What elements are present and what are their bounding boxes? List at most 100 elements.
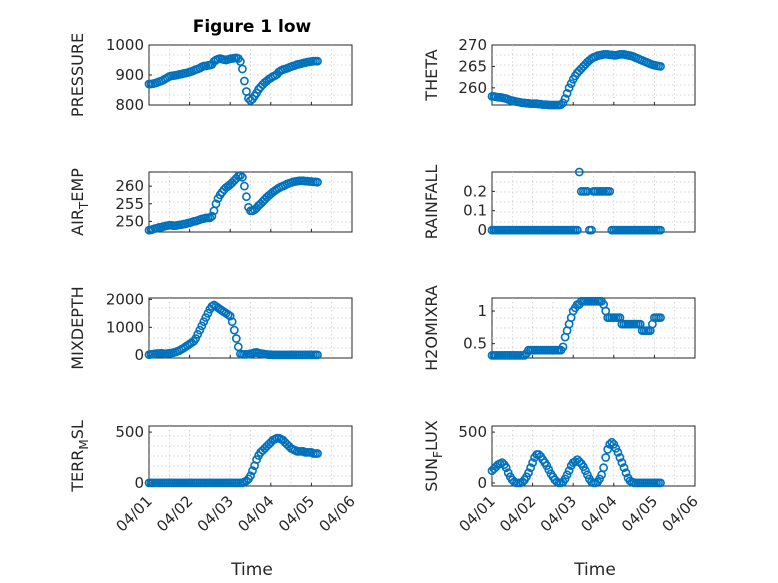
- data-point: [583, 186, 592, 196]
- x-tick-label: 04/01: [456, 492, 499, 535]
- y-tick-label: 0.1: [463, 202, 487, 220]
- data-point: [199, 317, 209, 327]
- y-tick-label: 255: [115, 195, 144, 213]
- y-axis-label-subscript: T: [77, 201, 91, 210]
- data-point: [197, 321, 207, 331]
- data-point: [599, 463, 608, 473]
- grid: [149, 172, 352, 232]
- data-point: [231, 334, 241, 343]
- y-axis-label: PRESSURE: [68, 33, 87, 117]
- markers: [487, 167, 665, 235]
- y-axis-label-subscript: M: [77, 439, 91, 449]
- y-tick-label: 0.5: [463, 335, 487, 353]
- grid: [149, 298, 352, 358]
- x-tick-label: 04/02: [496, 492, 539, 535]
- x-tick-label: 04/06: [316, 492, 359, 535]
- panel-h2omixra: 0.5 1 H2OMIXRA: [422, 285, 696, 371]
- y-axis-label-main: RAINFALL: [422, 165, 441, 240]
- y-axis-label: SUNFLUX: [422, 420, 445, 492]
- x-tick-label: 04/04: [234, 492, 277, 535]
- markers: [144, 53, 322, 105]
- y-axis-label: THETA: [422, 49, 441, 101]
- data-point: [225, 311, 235, 321]
- data-point: [195, 325, 205, 335]
- x-tick-label: 04/05: [618, 492, 661, 535]
- data-point: [587, 225, 596, 235]
- data-point: [229, 325, 239, 335]
- x-tick-label: 04/04: [577, 492, 620, 535]
- y-axis-label-suffix: LUX: [422, 420, 441, 451]
- data-point: [313, 56, 322, 66]
- data-point: [583, 470, 592, 480]
- data-point: [252, 455, 261, 464]
- y-axis-label-main: H2OMIXRA: [422, 285, 441, 371]
- data-point: [601, 453, 611, 462]
- y-tick-label: 1000: [106, 318, 144, 336]
- y-tick-label: 800: [115, 96, 144, 114]
- panel-mixdepth: 0 1000 2000 MIXDEPTH: [68, 286, 353, 370]
- data-point: [239, 76, 249, 86]
- data-point: [211, 199, 221, 209]
- data-point: [501, 463, 511, 473]
- markers: [487, 437, 665, 488]
- y-axis-label: MIXDEPTH: [68, 286, 87, 369]
- x-tick-label: 04/02: [153, 492, 196, 535]
- y-tick-label: 1: [477, 302, 487, 320]
- data-point: [613, 447, 623, 457]
- data-point: [609, 439, 619, 449]
- y-axis-label-suffix: EMP: [68, 168, 87, 202]
- data-point: [605, 186, 615, 196]
- markers: [144, 300, 322, 360]
- data-point: [524, 468, 533, 478]
- y-tick-label: 0: [134, 474, 144, 492]
- data-point: [562, 470, 572, 480]
- y-tick-label: 0: [477, 474, 487, 492]
- data-point: [572, 225, 582, 235]
- data-point: [581, 466, 590, 476]
- x-tick-label: 04/05: [275, 492, 318, 535]
- data-point: [313, 350, 322, 360]
- data-point: [241, 192, 251, 202]
- data-point: [560, 94, 570, 103]
- y-axis-label-main: SUN: [422, 458, 441, 492]
- data-point: [617, 458, 627, 467]
- y-axis-label: TERRMSL: [68, 420, 91, 493]
- data-point: [560, 474, 570, 484]
- x-tick-label: 04/06: [659, 492, 702, 535]
- data-point: [193, 329, 203, 339]
- data-point: [605, 439, 615, 449]
- y-tick-label: 2000: [106, 290, 144, 308]
- data-point: [313, 449, 322, 458]
- x-tick-label: 04/01: [113, 492, 156, 535]
- y-axis-label-subscript: F: [431, 451, 445, 458]
- data-point: [607, 437, 617, 447]
- y-axis-label-main: PRESSURE: [68, 33, 87, 117]
- panel-rainfall: 00.1 0.2 RAINFALL: [422, 165, 696, 240]
- y-axis-label: H2OMIXRA: [422, 285, 441, 371]
- data-point: [558, 342, 568, 352]
- y-tick-label: 250: [115, 212, 144, 230]
- markers: [144, 171, 322, 235]
- data-point: [239, 181, 249, 191]
- y-axis-label-main: THETA: [422, 49, 441, 101]
- data-point: [564, 83, 574, 93]
- y-tick-label: 1000: [106, 36, 144, 54]
- markers: [144, 433, 322, 488]
- panel-theta: 260 265 270 THETA: [422, 36, 696, 110]
- data-point: [656, 62, 665, 71]
- y-tick-label: 0: [477, 221, 487, 239]
- data-point: [564, 466, 574, 476]
- y-axis-label-suffix: SL: [68, 420, 87, 439]
- data-point: [656, 313, 665, 322]
- data-point: [603, 444, 613, 454]
- data-point: [656, 478, 665, 488]
- y-axis-label-main: MIXDEPTH: [68, 286, 87, 369]
- data-point: [237, 64, 247, 74]
- data-point: [246, 471, 255, 481]
- data-point: [227, 317, 237, 327]
- data-point: [621, 468, 631, 478]
- y-tick-label: 270: [458, 36, 487, 54]
- x-axis-label-right: Time: [573, 560, 616, 580]
